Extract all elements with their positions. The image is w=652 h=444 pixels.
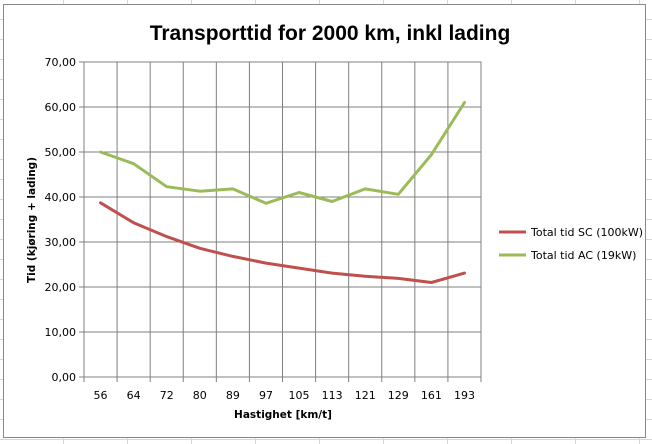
y-tick-label: 70,00 xyxy=(45,56,77,69)
y-tick-label: 40,00 xyxy=(45,191,77,204)
chart-area[interactable] xyxy=(3,4,646,438)
x-tick-label: 64 xyxy=(127,389,141,402)
x-tick-label: 129 xyxy=(388,389,409,402)
x-axis-ticks: 56 64 72 80 89 97 105 113 121 129 161 193 xyxy=(83,377,482,402)
gridlines xyxy=(83,61,482,378)
legend-label: Total tid AC (19kW) xyxy=(530,249,636,262)
x-tick-label: 113 xyxy=(322,389,343,402)
series-line-1 xyxy=(99,201,466,284)
x-tick-label: 56 xyxy=(94,389,108,402)
y-tick-label: 30,00 xyxy=(45,236,77,249)
x-tick-label: 161 xyxy=(421,389,442,402)
x-axis-title: Hastighet [km/t] xyxy=(234,409,332,421)
chart-title: Transporttid for 2000 km, inkl lading xyxy=(150,22,511,45)
x-tick-label: 72 xyxy=(160,389,174,402)
series-line-2 xyxy=(99,101,466,205)
x-tick-label: 80 xyxy=(193,389,207,402)
y-axis-ticks: 0,00 10,00 20,00 30,00 40,00 50,00 60,00 70,00 xyxy=(45,56,84,384)
x-tick-label: 89 xyxy=(226,389,240,402)
y-tick-label: 50,00 xyxy=(45,146,77,159)
x-tick-label: 193 xyxy=(454,389,475,402)
x-tick-label: 105 xyxy=(289,389,310,402)
series-lines xyxy=(99,101,466,284)
x-tick-label: 97 xyxy=(259,389,273,402)
y-tick-label: 10,00 xyxy=(45,326,77,339)
y-tick-label: 0,00 xyxy=(52,371,77,384)
legend-label: Total tid SC (100kW) xyxy=(530,226,643,239)
y-tick-label: 60,00 xyxy=(45,101,77,114)
x-tick-label: 121 xyxy=(355,389,376,402)
y-axis-title: Tid (kjøring + lading) xyxy=(26,157,38,283)
legend: Total tid SC (100kW) Total tid AC (19kW) xyxy=(499,226,643,262)
y-tick-label: 20,00 xyxy=(45,281,77,294)
